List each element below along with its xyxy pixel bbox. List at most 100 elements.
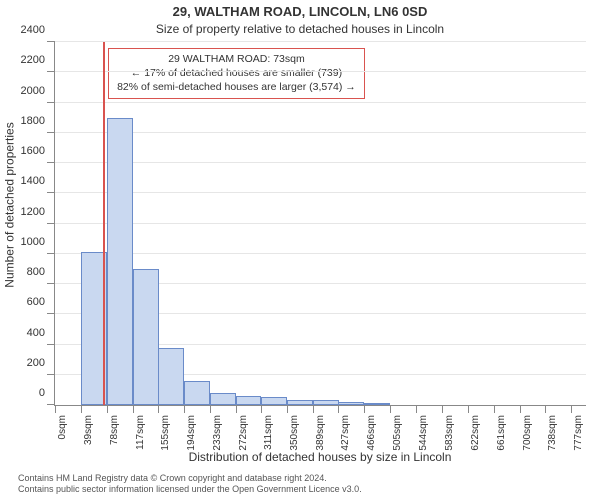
y-tick — [47, 132, 55, 133]
x-tick — [338, 405, 339, 413]
x-tick-label: 738sqm — [547, 415, 558, 451]
x-tick-label: 544sqm — [418, 415, 429, 451]
x-tick — [287, 405, 288, 413]
x-tick-label: 311sqm — [263, 415, 274, 450]
x-tick-label: 272sqm — [238, 415, 249, 451]
x-tick — [520, 405, 521, 413]
histogram-bar — [236, 396, 262, 405]
x-tick — [364, 405, 365, 413]
x-tick-label: 389sqm — [315, 415, 326, 451]
plot-area: 29 WALTHAM ROAD: 73sqm ← 17% of detached… — [54, 42, 586, 406]
histogram-bar — [184, 381, 210, 405]
x-tick — [390, 405, 391, 413]
footnote-line-2: Contains public sector information licen… — [18, 484, 362, 496]
x-tick-label: 583sqm — [444, 415, 455, 451]
y-tick — [47, 102, 55, 103]
x-tick-label: 700sqm — [522, 415, 533, 451]
x-tick — [236, 405, 237, 413]
y-tick-label: 2400 — [21, 24, 55, 36]
y-tick-label: 1200 — [21, 206, 55, 218]
gridline — [55, 192, 586, 193]
histogram-bar — [287, 400, 313, 405]
y-axis-label-container: Number of detached properties — [2, 0, 18, 410]
histogram-bar — [133, 269, 159, 405]
x-tick — [261, 405, 262, 413]
histogram-bar — [210, 393, 236, 405]
y-tick — [47, 344, 55, 345]
y-tick-label: 2000 — [21, 85, 55, 97]
footnote-line-1: Contains HM Land Registry data © Crown c… — [18, 473, 362, 485]
y-tick — [47, 192, 55, 193]
x-tick-label: 233sqm — [212, 415, 223, 451]
y-tick — [47, 283, 55, 284]
x-tick-label: 466sqm — [366, 415, 377, 451]
x-tick — [571, 405, 572, 413]
y-tick — [47, 253, 55, 254]
x-tick-label: 661sqm — [496, 415, 507, 451]
x-tick — [494, 405, 495, 413]
x-tick — [55, 405, 56, 413]
footnotes: Contains HM Land Registry data © Crown c… — [18, 473, 362, 496]
x-tick — [442, 405, 443, 413]
x-tick — [158, 405, 159, 413]
annotation-line-2: ← 17% of detached houses are smaller (73… — [117, 66, 356, 80]
y-tick-label: 200 — [27, 357, 55, 369]
histogram-bar — [313, 400, 339, 405]
y-tick — [47, 404, 55, 405]
x-tick-label: 155sqm — [160, 415, 171, 451]
y-tick-label: 2200 — [21, 54, 55, 66]
annotation-line-1: 29 WALTHAM ROAD: 73sqm — [117, 52, 356, 66]
annotation-line-3: 82% of semi-detached houses are larger (… — [117, 80, 356, 94]
x-tick-label: 39sqm — [83, 415, 94, 445]
histogram-bar — [261, 397, 287, 405]
y-tick-label: 1800 — [21, 115, 55, 127]
x-tick — [133, 405, 134, 413]
x-tick — [545, 405, 546, 413]
x-tick-label: 505sqm — [392, 415, 403, 451]
x-tick — [468, 405, 469, 413]
histogram-bar — [158, 348, 184, 405]
gridline — [55, 132, 586, 133]
x-tick-label: 0sqm — [57, 415, 68, 439]
y-tick — [47, 374, 55, 375]
y-tick — [47, 162, 55, 163]
property-marker-line — [103, 42, 105, 405]
figure: { "titles": { "line1": "29, WALTHAM ROAD… — [0, 0, 600, 500]
y-tick-label: 1600 — [21, 145, 55, 157]
gridline — [55, 223, 586, 224]
y-tick-label: 1000 — [21, 236, 55, 248]
x-tick — [81, 405, 82, 413]
y-tick — [47, 41, 55, 42]
histogram-bar — [338, 402, 364, 405]
x-tick — [416, 405, 417, 413]
x-tick-label: 194sqm — [186, 415, 197, 451]
gridline — [55, 102, 586, 103]
x-tick — [210, 405, 211, 413]
x-tick — [107, 405, 108, 413]
y-tick — [47, 223, 55, 224]
y-tick-label: 800 — [27, 266, 55, 278]
x-tick-label: 777sqm — [573, 415, 584, 451]
y-tick — [47, 71, 55, 72]
gridline — [55, 162, 586, 163]
y-tick-label: 400 — [27, 327, 55, 339]
title-line-1: 29, WALTHAM ROAD, LINCOLN, LN6 0SD — [0, 4, 600, 19]
histogram-bar — [107, 118, 133, 405]
x-axis-label: Distribution of detached houses by size … — [54, 450, 586, 464]
x-tick-label: 117sqm — [135, 415, 146, 450]
annotation-box: 29 WALTHAM ROAD: 73sqm ← 17% of detached… — [108, 48, 365, 99]
x-tick-label: 78sqm — [109, 415, 120, 445]
x-tick-label: 622sqm — [470, 415, 481, 451]
x-tick-label: 427sqm — [340, 415, 351, 451]
y-axis-label: Number of detached properties — [3, 122, 17, 287]
y-tick-label: 0 — [39, 387, 55, 399]
gridline — [55, 41, 586, 42]
x-tick-label: 350sqm — [289, 415, 300, 451]
gridline — [55, 253, 586, 254]
y-tick-label: 600 — [27, 296, 55, 308]
title-line-2: Size of property relative to detached ho… — [0, 22, 600, 36]
x-tick — [184, 405, 185, 413]
y-tick — [47, 313, 55, 314]
histogram-bar — [364, 403, 390, 405]
y-tick-label: 1400 — [21, 175, 55, 187]
